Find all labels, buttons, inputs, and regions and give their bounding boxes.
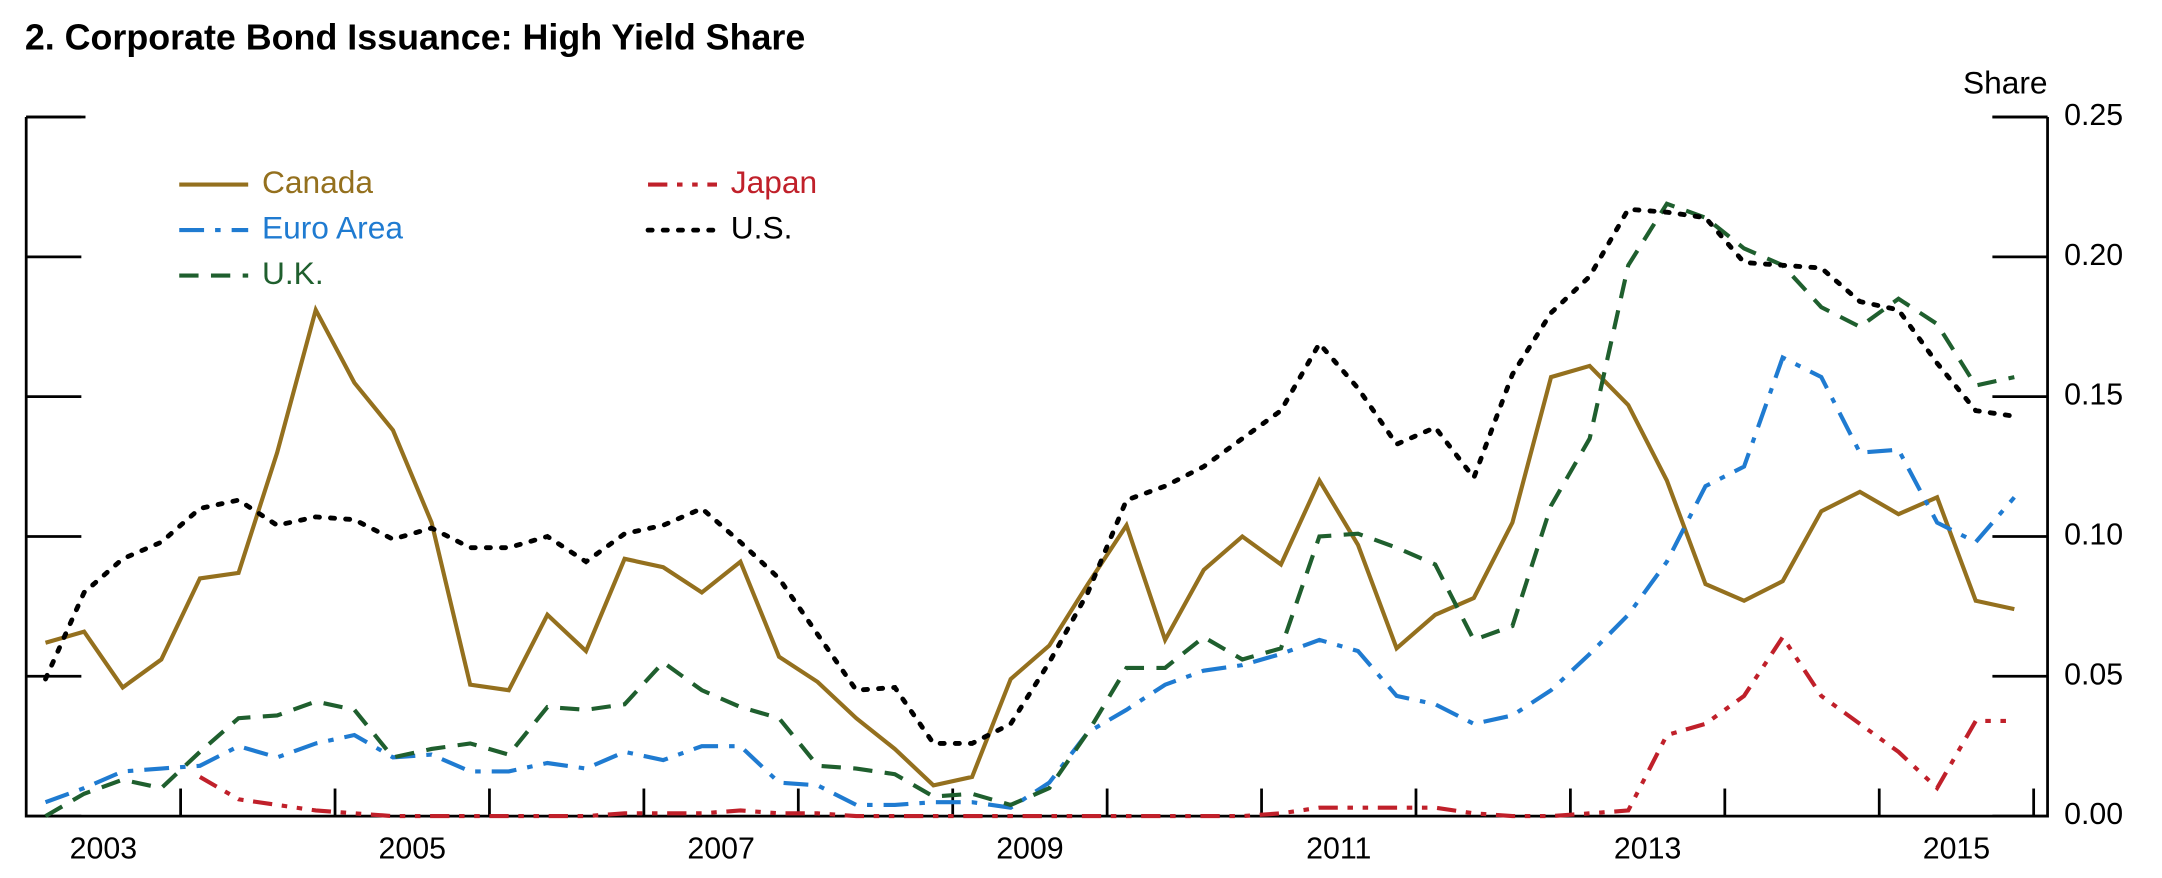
- series-line: [44, 201, 2015, 818]
- chart-title: 2. Corporate Bond Issuance: High Yield S…: [25, 17, 805, 57]
- x-tick-label: 2009: [996, 833, 1063, 866]
- legend-label: Euro Area: [262, 209, 403, 245]
- y-tick-label: 0.05: [2064, 658, 2123, 691]
- x-tick-label: 2007: [687, 833, 754, 866]
- series-line: [198, 633, 2015, 819]
- y-tick-label: 0.15: [2064, 379, 2123, 412]
- x-tick-label: 2013: [1614, 833, 1681, 866]
- series-line: [43, 206, 2017, 746]
- y-tick-label: 0.25: [2064, 99, 2123, 132]
- y-tick-label: 0.00: [2064, 798, 2123, 831]
- x-tick-label: 2003: [70, 833, 137, 866]
- legend-label: Canada: [262, 164, 373, 200]
- x-tick-label: 2005: [379, 833, 446, 866]
- series-line: [44, 354, 2016, 810]
- y-axis-label: Share: [1963, 65, 2048, 101]
- x-tick-label: 2011: [1306, 833, 1371, 866]
- y-tick-label: 0.10: [2064, 518, 2123, 551]
- series-line: [44, 304, 2015, 788]
- x-tick-label: 2015: [1923, 833, 1990, 866]
- legend-label: Japan: [731, 164, 817, 200]
- legend-label: U.K.: [262, 255, 324, 291]
- y-tick-label: 0.20: [2064, 239, 2123, 272]
- legend-label: U.S.: [731, 209, 793, 245]
